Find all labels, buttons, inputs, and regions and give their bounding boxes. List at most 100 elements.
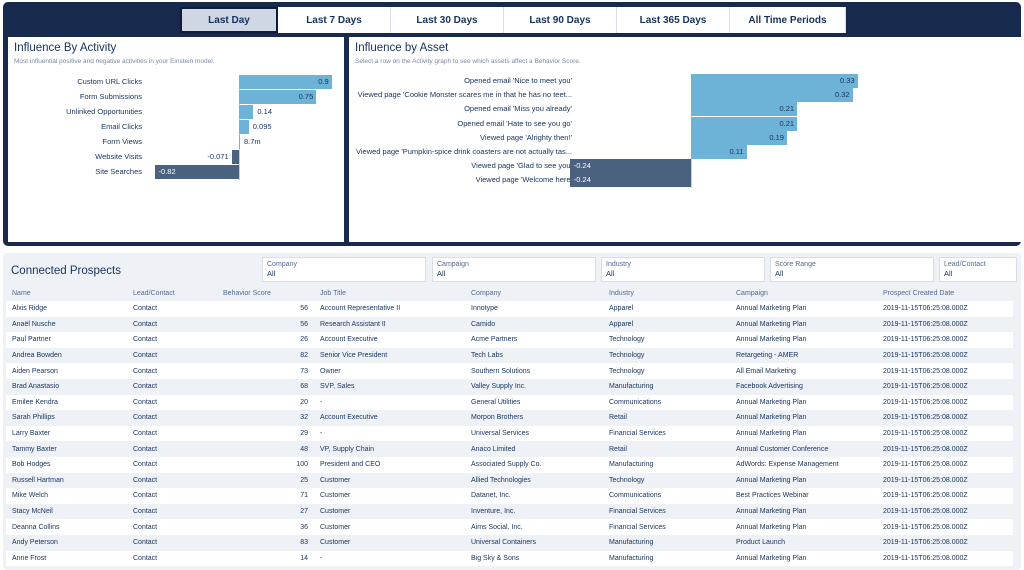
bar-label[interactable]: Viewed page 'Pumpkin-spice drink coaster…: [356, 147, 572, 156]
bar-label[interactable]: Viewed page 'Cookie Monster scares me in…: [357, 90, 572, 100]
company-filter[interactable]: Company All: [262, 257, 426, 282]
cell-lead-contact: Contact: [127, 441, 217, 457]
table-row[interactable]: Anaël Nusche Contact 56 Research Assistant …: [6, 316, 1013, 333]
column-header-created-date[interactable]: Prospect Created Date: [877, 286, 1013, 301]
bar-positive[interactable]: [239, 90, 317, 104]
bar-label[interactable]: Viewed page 'Glad to see you': [471, 161, 572, 171]
bar-positive[interactable]: [691, 145, 747, 159]
bar-positive[interactable]: [691, 116, 798, 131]
lead-contact-filter[interactable]: Lead/Contact All: [939, 257, 1017, 282]
table-row[interactable]: Brad Anastasio Contact 68 SVP, Sales Valley …: [6, 378, 1013, 395]
bar-positive[interactable]: [691, 130, 787, 145]
tab-last-90-days[interactable]: Last 90 Days: [504, 7, 617, 33]
bar-value-label: 0.33: [840, 76, 855, 85]
table-row[interactable]: Andy Peterson Contact 83 Customer Universal …: [6, 534, 1013, 551]
cell-name: Sarah Phillips: [6, 410, 127, 426]
table-header-row: Name Lead/Contact Behavior Score Job Tit…: [6, 286, 1013, 301]
bar-label[interactable]: Viewed page 'Alrighty then!': [480, 132, 572, 142]
bar-label[interactable]: Opened email 'Nice to meet you': [464, 76, 572, 85]
bar-value-label: 0.9: [318, 77, 329, 86]
cell-behavior-score: 29: [217, 425, 314, 442]
cell-lead-contact: Contact: [127, 472, 217, 489]
cell-job-title: Customer: [314, 534, 465, 551]
cell-company: General Utilities: [465, 394, 603, 411]
tab-last-30-days[interactable]: Last 30 Days: [391, 7, 504, 33]
bar-label[interactable]: Unlinked Opportunities: [66, 107, 142, 116]
bar-label[interactable]: Website Visits: [95, 152, 142, 161]
activity-panel-subtitle: Most influential positive and negative a…: [14, 58, 215, 65]
table-row[interactable]: Stacy McNeil Contact 27 Customer Inventure, …: [6, 503, 1013, 520]
cell-company: Datanet, Inc.: [465, 488, 603, 504]
column-header-campaign[interactable]: Campaign: [730, 286, 877, 301]
column-header-behavior-score[interactable]: Behavior Score: [217, 286, 314, 301]
cell-campaign: Annual Marketing Plan: [730, 550, 877, 567]
cell-name: Andrea Bowden: [6, 347, 127, 364]
cell-job-title: Research Assistant II: [314, 316, 465, 333]
table-row[interactable]: Russell Hartman Contact 25 Customer Allied T…: [6, 472, 1013, 489]
bar-label[interactable]: Custom URL Clicks: [77, 77, 142, 86]
bar-value-label: 0.21: [779, 118, 795, 128]
cell-behavior-score: 71: [217, 488, 314, 504]
cell-name: Alxis Ridge: [6, 301, 127, 317]
cell-lead-contact: Contact: [127, 488, 217, 504]
column-header-job-title[interactable]: Job Title: [314, 286, 465, 301]
table-row[interactable]: Bob Hodges Contact 100 President and CEO Ass…: [6, 456, 1013, 473]
table-row[interactable]: Mike Welch Contact 71 Customer Datanet, Inc.…: [6, 488, 1013, 504]
bar-label[interactable]: Form Submissions: [79, 92, 142, 101]
cell-created-date: 2019-11-15T06:25:08.000Z: [877, 301, 1013, 317]
bar-negative[interactable]: [569, 159, 691, 174]
table-row[interactable]: Sarah Phillips Contact 32 Account Executive…: [6, 410, 1013, 426]
tab-all-time-periods[interactable]: All Time Periods: [730, 7, 846, 33]
cell-campaign: Annual Customer Conference: [730, 441, 877, 457]
tab-last-day[interactable]: Last Day: [180, 7, 278, 33]
table-row[interactable]: Deanna Collins Contact 36 Customer Aims Soci…: [6, 519, 1013, 535]
table-row[interactable]: Aiden Pearson Contact 73 Owner Southern Solu…: [6, 363, 1013, 379]
table-row[interactable]: Andrea Bowden Contact 82 Senior Vice Presid…: [6, 347, 1013, 364]
cell-company: Valley Supply Inc.: [465, 378, 603, 395]
score-range-filter[interactable]: Score Range All: [770, 257, 934, 282]
bar-label[interactable]: Form Views: [102, 137, 142, 146]
cell-campaign: AdWords: Expense Management: [730, 456, 877, 473]
bar-label[interactable]: Opened email 'Hate to see you go': [457, 118, 572, 128]
cell-created-date: 2019-11-15T06:25:08.000Z: [877, 456, 1013, 473]
table-row[interactable]: Anne Frost Contact 14- Big Sky & Sons Manufa…: [6, 550, 1013, 567]
campaign-filter[interactable]: Campaign All: [432, 257, 596, 282]
tab-last-365-days[interactable]: Last 365 Days: [617, 7, 730, 33]
table-row[interactable]: Larry Baxter Contact 29- Universal Services…: [6, 425, 1013, 442]
influence-by-activity-panel: Influence By Activity Most influential p…: [8, 37, 344, 242]
bar-positive[interactable]: [239, 75, 332, 89]
bar-negative[interactable]: [231, 150, 239, 164]
table-row[interactable]: Tammy Baxter Contact 48 VP, Supply Chain Ana…: [6, 441, 1013, 457]
filter-value: All: [437, 269, 446, 278]
cell-industry: Communications: [603, 394, 730, 411]
table-row[interactable]: Alxis Ridge Contact 56 Account Representati…: [6, 301, 1013, 317]
table-row[interactable]: Paul Partner Contact 26 Account Executive Ac…: [6, 332, 1013, 348]
industry-filter[interactable]: Industry All: [601, 257, 765, 282]
cell-name: Anaël Nusche: [6, 316, 127, 333]
cell-company: Acme Partners: [465, 332, 603, 348]
filter-label: Campaign: [437, 261, 469, 268]
bar-label[interactable]: Viewed page 'Welcome here': [475, 175, 572, 185]
bar-positive[interactable]: [239, 105, 254, 119]
bar-positive[interactable]: [691, 88, 853, 103]
bar-negative[interactable]: [154, 165, 239, 179]
cell-job-title: -: [314, 550, 465, 567]
table-row[interactable]: Emilee Kendra Contact 20- General Utilities…: [6, 394, 1013, 411]
bar-positive[interactable]: [691, 74, 858, 88]
asset-panel-subtitle: Select a row on the Activity graph to se…: [355, 58, 581, 65]
column-header-industry[interactable]: Industry: [603, 286, 730, 301]
bar-positive[interactable]: [691, 102, 798, 117]
bar-positive[interactable]: [239, 120, 249, 134]
bar-label[interactable]: Opened email 'Miss you already': [464, 104, 572, 114]
bar-label[interactable]: Email Clicks: [101, 122, 142, 131]
bar-negative[interactable]: [569, 173, 691, 188]
column-header-company[interactable]: Company: [465, 286, 603, 301]
tab-last-7-days[interactable]: Last 7 Days: [278, 7, 391, 33]
column-header-name[interactable]: Name: [6, 286, 127, 301]
bar-label[interactable]: Site Searches: [95, 167, 142, 176]
column-header-lead-contact[interactable]: Lead/Contact: [127, 286, 217, 301]
bar-positive[interactable]: [239, 135, 240, 149]
cell-lead-contact: Contact: [127, 519, 217, 535]
cell-company: Camido: [465, 316, 603, 333]
